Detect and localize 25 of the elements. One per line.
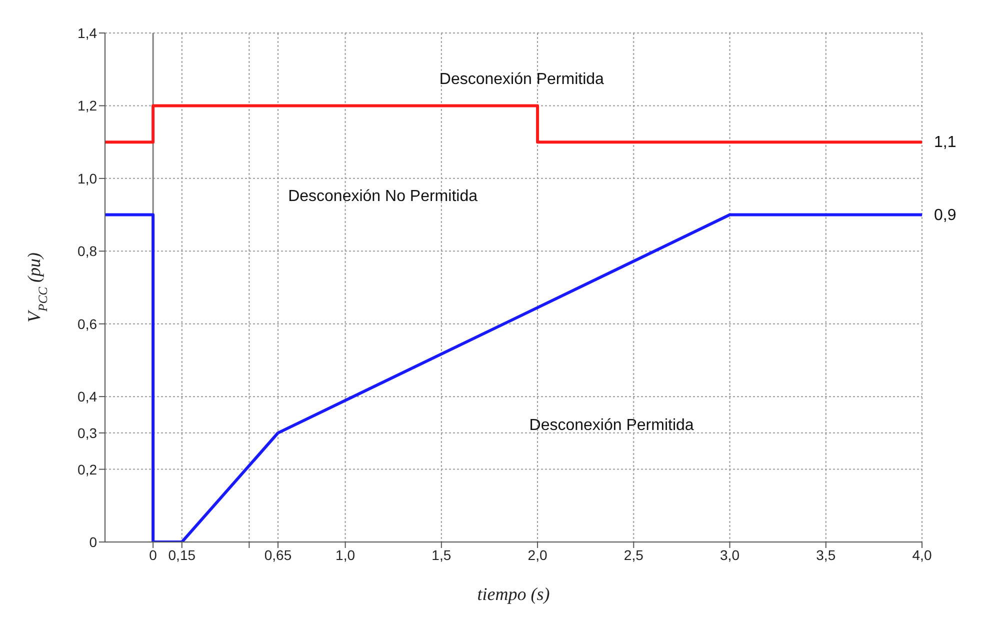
- x-tick-label: 0,65: [264, 546, 292, 563]
- annotation: 0,9: [934, 206, 956, 224]
- y-tick-label: 0,8: [78, 243, 98, 260]
- y-tick-label: 1,4: [78, 24, 98, 41]
- y-tick-label: 0,6: [78, 316, 98, 332]
- y-tick-label: 0: [89, 534, 98, 550]
- x-tick-label: 1,0: [336, 546, 356, 563]
- x-tick-label: 3,5: [816, 546, 836, 563]
- annotation: 1,1: [934, 134, 956, 152]
- annotation: Desconexión Permitida: [529, 417, 694, 434]
- x-tick-label: 3,0: [720, 546, 740, 563]
- y-tick-label: 1,0: [78, 170, 98, 186]
- x-tick-label: 4,0: [912, 546, 932, 563]
- y-tick-label: 0,3: [78, 424, 98, 441]
- x-axis-title: tiempo (s): [477, 584, 550, 604]
- x-tick-label: 0: [149, 546, 158, 563]
- annotation: Desconexión Permitida: [439, 70, 604, 88]
- x-tick-label: 0,15: [168, 546, 196, 563]
- annotation: Desconexión No Permitida: [288, 188, 478, 205]
- x-tick-label: 2,0: [528, 546, 548, 563]
- x-tick-label: 1,5: [432, 546, 452, 563]
- x-tick-label: 2,5: [624, 546, 644, 563]
- y-tick-label: 0,2: [78, 461, 98, 478]
- y-tick-label: 1,2: [78, 98, 98, 114]
- y-tick-label: 0,4: [78, 388, 98, 405]
